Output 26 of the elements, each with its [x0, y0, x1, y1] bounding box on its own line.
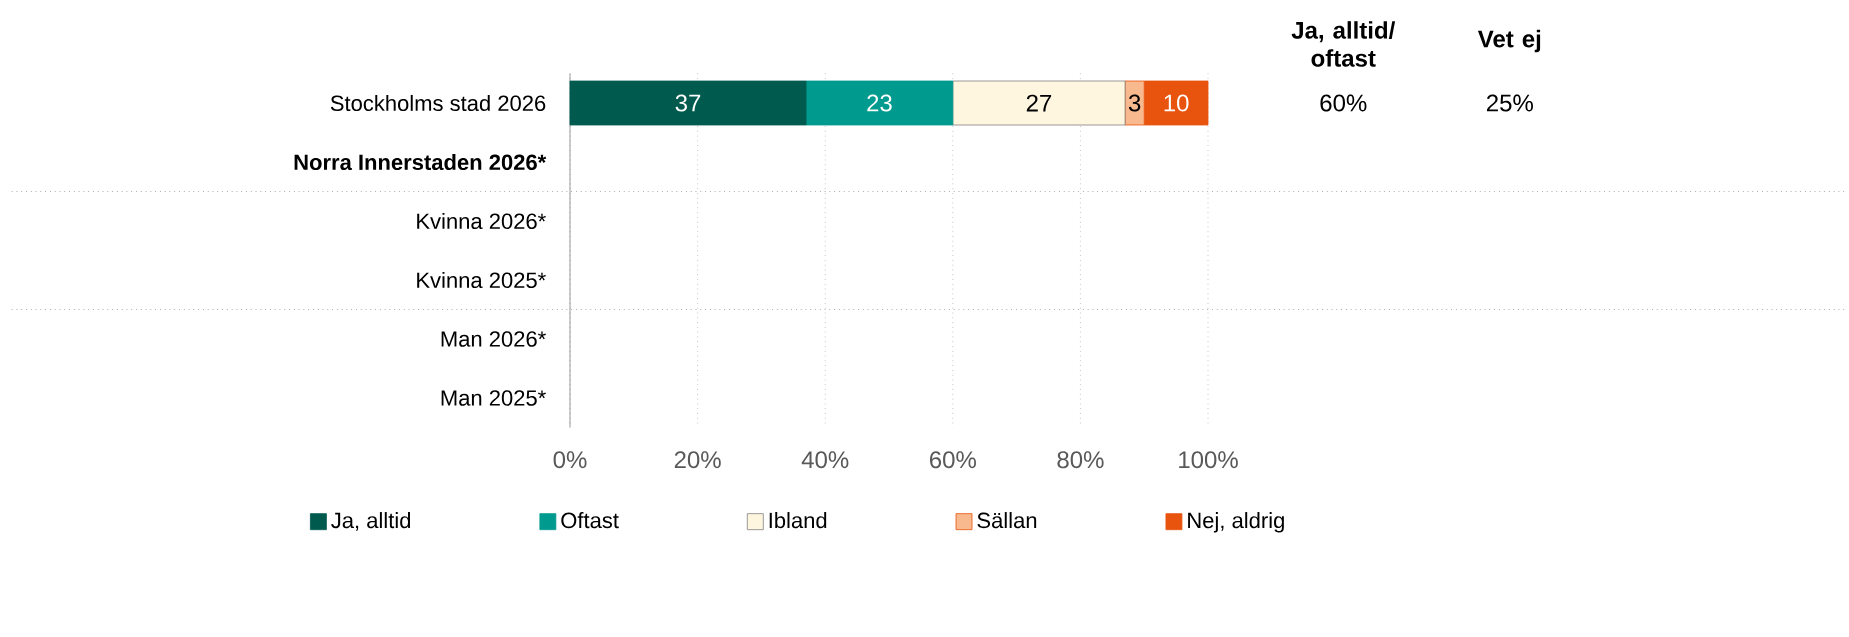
- text: Ja, alltid/ oftast: [1291, 21, 1396, 67]
- data-label: 37: [675, 94, 701, 112]
- x-tick-label: 0%: [553, 451, 587, 469]
- y-tick-label: Norra Innerstaden 2026*: [294, 153, 547, 171]
- text: 60%: [1320, 94, 1367, 112]
- data-label: 27: [1026, 94, 1052, 112]
- legend-label: Nej, aldrig: [1188, 512, 1284, 533]
- x-tick-label: 20%: [674, 451, 721, 469]
- y-tick-label: Man 2026*: [441, 331, 546, 347]
- x-tick-label: 100%: [1179, 451, 1238, 469]
- data-label: 10: [1164, 94, 1189, 112]
- text: 25%: [1486, 94, 1533, 112]
- y-tick-label: Kvinna 2026*: [417, 212, 546, 230]
- x-tick-label: 80%: [1057, 451, 1104, 469]
- text: Vet ej: [1477, 29, 1541, 53]
- legend-label: Oftast: [561, 512, 619, 529]
- data-label: 3: [1128, 94, 1141, 112]
- legend-label: Sällan: [977, 512, 1037, 529]
- data-label: 23: [867, 94, 892, 112]
- y-tick-label: Man 2025*: [441, 390, 546, 406]
- legend-label: Ibland: [769, 512, 827, 529]
- legend-label: Ja, alltid: [331, 512, 411, 531]
- x-tick-label: 60%: [930, 451, 976, 469]
- x-tick-label: 40%: [801, 451, 849, 469]
- y-tick-label: Kvinna 2025*: [417, 271, 546, 289]
- y-tick-label: Stockholms stad 2026: [330, 94, 546, 112]
